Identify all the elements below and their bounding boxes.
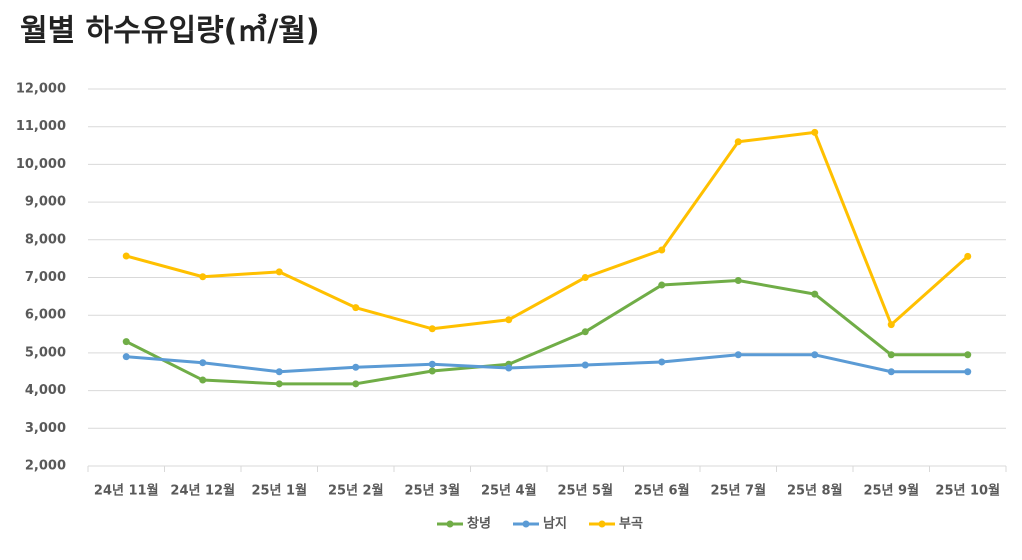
x-tick-label: 25년 4월 — [481, 483, 537, 499]
data-point — [352, 363, 360, 371]
x-tick-label: 25년 9월 — [863, 483, 919, 499]
y-tick-label: 5,000 — [25, 345, 66, 360]
data-point — [275, 268, 283, 276]
data-point — [199, 376, 207, 384]
x-tick-label: 25년 3월 — [404, 483, 460, 499]
data-point — [658, 358, 666, 366]
data-point — [887, 368, 895, 376]
legend-marker — [598, 520, 606, 528]
data-point — [734, 351, 742, 359]
data-point — [199, 273, 207, 281]
data-point — [811, 290, 819, 298]
legend-label: 창녕 — [467, 516, 491, 532]
series-line — [126, 353, 968, 374]
y-tick-label: 11,000 — [16, 119, 66, 134]
x-tick-label: 24년 11월 — [94, 483, 159, 499]
data-point — [964, 252, 972, 260]
data-point — [658, 246, 666, 254]
data-point — [199, 359, 207, 367]
chart-title: 월별 하수유입량(㎥/월) — [20, 14, 320, 49]
data-point — [964, 368, 972, 376]
data-point — [581, 361, 589, 369]
y-tick-label: 8,000 — [25, 232, 66, 247]
data-point — [428, 367, 436, 375]
data-point — [275, 380, 283, 388]
y-tick-label: 12,000 — [16, 82, 66, 97]
data-point — [887, 321, 895, 329]
y-tick-label: 9,000 — [25, 195, 66, 210]
data-point — [734, 138, 742, 146]
x-tick-label: 25년 10월 — [935, 483, 1000, 499]
data-point — [122, 252, 130, 260]
data-point — [581, 274, 589, 281]
y-tick-label: 4,000 — [25, 383, 66, 398]
y-tick-label: 3,000 — [25, 421, 66, 436]
data-point — [887, 351, 895, 359]
data-point — [505, 364, 513, 372]
data-point — [122, 338, 130, 346]
y-tick-label: 6,000 — [25, 308, 66, 323]
legend-marker — [446, 520, 454, 528]
data-point — [352, 380, 360, 388]
data-point — [734, 277, 742, 285]
legend-marker — [522, 520, 530, 528]
data-point — [658, 281, 666, 289]
legend-label: 남지 — [543, 516, 567, 532]
y-tick-label: 10,000 — [16, 157, 66, 172]
data-point — [811, 128, 819, 136]
data-point — [352, 304, 360, 312]
x-tick-label: 25년 8월 — [787, 483, 843, 499]
x-tick-label: 25년 1월 — [251, 483, 307, 499]
data-point — [581, 328, 589, 336]
x-tick-label: 25년 6월 — [634, 483, 690, 499]
data-point — [811, 351, 819, 359]
x-tick-label: 25년 2월 — [328, 483, 384, 499]
series-line — [125, 279, 968, 386]
data-point — [428, 325, 436, 333]
y-tick-label: 2,000 — [25, 459, 66, 474]
x-tick-label: 25년 5월 — [557, 483, 613, 499]
data-point — [505, 316, 513, 324]
data-point — [275, 368, 283, 376]
x-tick-label: 24년 12월 — [170, 483, 235, 499]
data-point — [122, 353, 130, 361]
legend-label: 부곡 — [619, 517, 643, 532]
data-point — [964, 351, 972, 359]
y-tick-label: 7,000 — [25, 270, 66, 285]
data-point — [428, 360, 436, 368]
x-tick-label: 25년 7월 — [710, 483, 766, 499]
series-line — [125, 130, 969, 331]
